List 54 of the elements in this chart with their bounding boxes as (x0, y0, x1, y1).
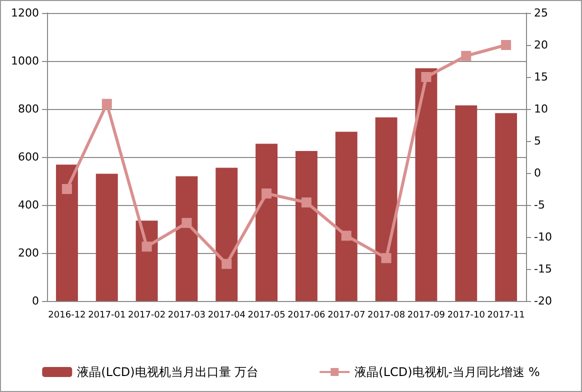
bar (176, 176, 198, 301)
y2-tick-label: -10 (534, 230, 552, 244)
y-tick-label: 400 (18, 198, 39, 212)
legend-label: 液晶(LCD)电视机当月出口量 万台 (77, 365, 259, 379)
x-tick-label: 2017-10 (447, 310, 486, 320)
bar (375, 117, 398, 301)
point (461, 50, 472, 61)
point (262, 188, 272, 198)
x-tick-label: 2017-03 (168, 310, 206, 320)
point (222, 258, 232, 269)
point (501, 40, 512, 50)
point (301, 197, 312, 208)
point (102, 98, 112, 109)
x-tick-label: 2017-05 (248, 310, 286, 320)
y-tick-label: 1200 (11, 6, 39, 20)
bar (56, 164, 78, 301)
y2-tick-label: 10 (534, 102, 548, 116)
y2-tick-label: -20 (534, 294, 552, 308)
x-tick-label: 2017-11 (487, 310, 525, 320)
bar (295, 151, 318, 301)
x-tick-label: 2016-12 (48, 310, 86, 320)
y-tick-label: 200 (18, 246, 39, 260)
bar (455, 105, 478, 301)
point (142, 242, 152, 252)
y2-tick-label: 25 (534, 6, 548, 20)
x-tick-label: 2017-08 (367, 310, 406, 320)
y2-tick-label: 20 (534, 38, 548, 52)
point (421, 72, 432, 82)
bar (96, 174, 118, 301)
bar (495, 113, 518, 301)
y2-tick-label: -5 (534, 198, 545, 212)
bar (335, 132, 358, 301)
point (182, 218, 192, 228)
point (381, 253, 392, 264)
point (62, 184, 72, 194)
x-tick-label: 2017-04 (208, 310, 246, 320)
x-tick-label: 2017-02 (128, 310, 166, 320)
bar (216, 168, 238, 301)
bar (256, 144, 278, 301)
x-tick-label: 2017-06 (288, 310, 326, 320)
legend-label: 液晶(LCD)电视机-当月同比增速 % (354, 365, 540, 379)
bar (415, 68, 438, 301)
y-tick-label: 1000 (11, 54, 39, 68)
x-tick-label: 2017-07 (328, 310, 366, 320)
y-tick-label: 800 (18, 102, 39, 116)
y2-tick-label: -15 (534, 262, 552, 276)
x-tick-label: 2017-01 (88, 310, 126, 320)
y2-tick-label: 0 (534, 166, 541, 180)
point (341, 230, 352, 241)
y2-tick-label: 5 (534, 134, 541, 148)
y-tick-label: 0 (32, 294, 39, 308)
y-tick-label: 600 (18, 150, 39, 164)
x-tick-label: 2017-09 (407, 310, 446, 320)
y2-tick-label: 15 (534, 70, 548, 84)
